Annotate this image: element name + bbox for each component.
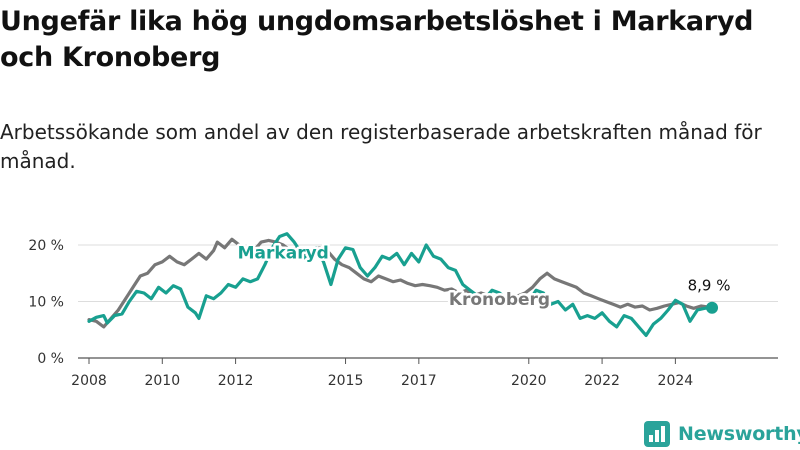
y-tick-label: 10 % <box>28 294 64 310</box>
last-value-label: 8,9 % <box>688 277 731 295</box>
y-tick-label: 20 % <box>28 238 64 254</box>
x-tick-label: 2010 <box>144 373 180 389</box>
series-label-kronoberg: Kronoberg <box>449 290 550 310</box>
x-tick-label: 2015 <box>328 373 364 389</box>
x-tick-label: 2020 <box>511 373 547 389</box>
x-tick-label: 2017 <box>401 373 437 389</box>
chart-subtitle: Arbetssökande som andel av den registerb… <box>0 120 762 173</box>
x-tick-label: 2012 <box>218 373 254 389</box>
brand-name: Newsworthy <box>678 423 800 445</box>
series-endpoint-markaryd <box>706 301 719 314</box>
chart-title: Ungefär lika hög ungdomsarbetslöshet i M… <box>0 6 754 73</box>
newsworthy-brand[interactable]: Newsworthy <box>644 418 800 450</box>
y-tick-label: 0 % <box>37 351 64 367</box>
series-line-kronoberg <box>87 237 714 329</box>
newsworthy-logo-icon <box>644 421 670 447</box>
series-label-markaryd: Markaryd <box>238 244 329 264</box>
x-tick-label: 2022 <box>584 373 620 389</box>
series-lines <box>87 232 719 337</box>
x-tick-label: 2008 <box>71 373 107 389</box>
gridlines: 0 % 10 % 20 % <box>28 238 778 367</box>
x-axis: 2008 2010 2012 2015 2017 2020 2022 2024 <box>71 358 693 389</box>
series-line-markaryd <box>87 232 714 337</box>
series-label-halo: Kronoberg <box>449 290 550 310</box>
x-tick-label: 2024 <box>658 373 694 389</box>
series-label-halo: Markaryd <box>238 244 329 264</box>
